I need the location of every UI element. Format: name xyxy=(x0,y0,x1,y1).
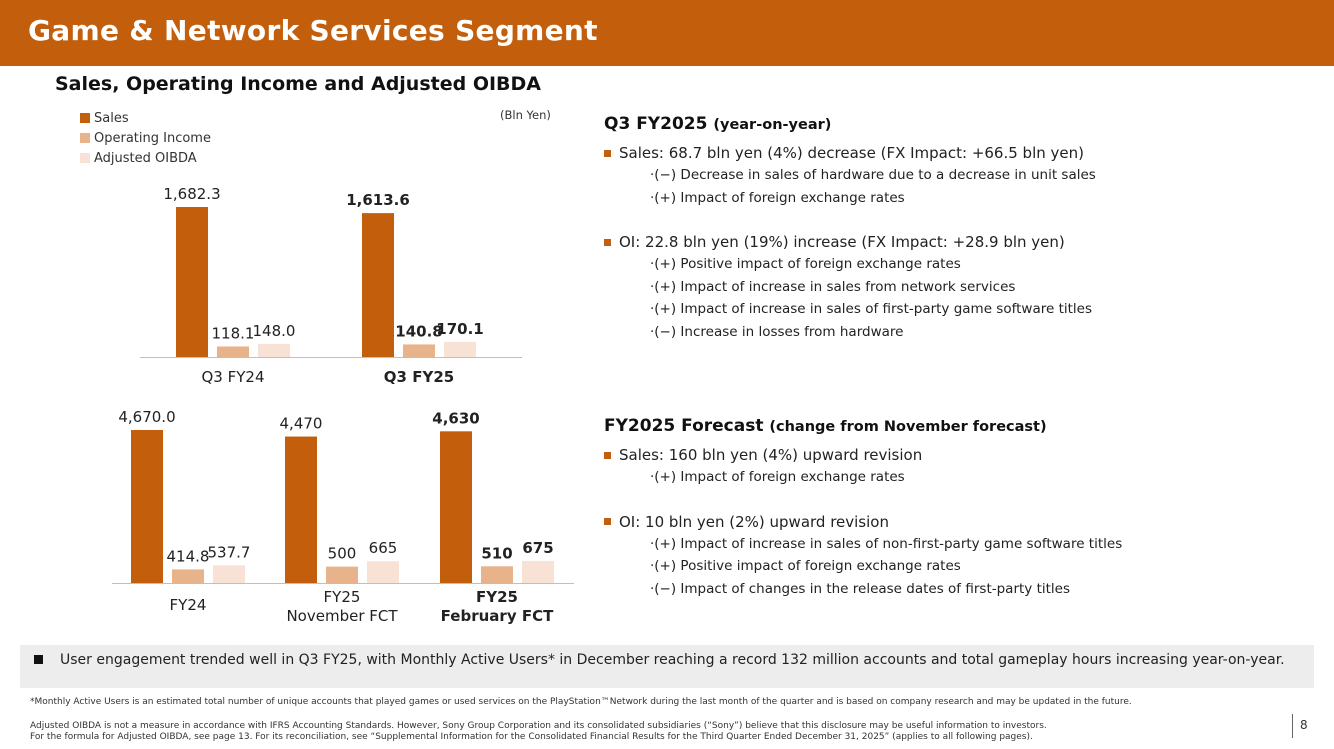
data-label: 4,630 xyxy=(432,409,479,427)
forecast-summary: FY2025 Forecast (change from November fo… xyxy=(604,416,1122,600)
q3-summary: Q3 FY2025 (year-on-year) Sales: 68.7 bln… xyxy=(604,114,1096,343)
category-label: FY25 xyxy=(476,588,518,606)
bullet-square-icon xyxy=(34,655,43,664)
category-label: FY25 xyxy=(324,588,361,606)
q3-heading-text: Q3 FY2025 xyxy=(604,114,708,134)
chart-section-title: Sales, Operating Income and Adjusted OIB… xyxy=(55,73,542,95)
bar-adjusted-oibda xyxy=(444,341,476,357)
legend-item-operating-income: Operating Income xyxy=(80,128,211,148)
forecast-oi-detail: ·(+) Impact of increase in sales of non-… xyxy=(650,535,1123,552)
forecast-heading: FY2025 Forecast (change from November fo… xyxy=(604,416,1122,436)
bar-adjusted-oibda xyxy=(367,561,399,583)
bar-operating-income xyxy=(403,344,435,357)
bar-operating-income xyxy=(481,566,513,583)
category-label: November FCT xyxy=(286,607,398,625)
legend-swatch-sales xyxy=(80,113,90,123)
data-label: 1,613.6 xyxy=(346,191,410,209)
data-label: 140.8 xyxy=(395,322,442,340)
data-label: 500 xyxy=(328,545,357,563)
bar-adjusted-oibda xyxy=(522,560,554,583)
footnote-oibda-1: Adjusted OIBDA is not a measure in accor… xyxy=(30,721,1047,731)
q3-oi-text: OI: 22.8 bln yen (19%) increase (FX Impa… xyxy=(619,233,1065,251)
engagement-text: User engagement trended well in Q3 FY25,… xyxy=(60,652,1285,668)
q3-oi-detail: ·(−) Increase in losses from hardware xyxy=(650,323,904,340)
title-bar: Game & Network Services Segment xyxy=(0,0,1334,66)
bar-adjusted-oibda xyxy=(213,565,245,583)
category-label: Q3 FY25 xyxy=(384,368,454,386)
q3-heading: Q3 FY2025 (year-on-year) xyxy=(604,114,1096,134)
bar-operating-income xyxy=(326,566,358,583)
q3-sales-bullet: Sales: 68.7 bln yen (4%) decrease (FX Im… xyxy=(604,142,1096,164)
data-label: 170.1 xyxy=(436,320,483,338)
forecast-oi-detail: ·(+) Positive impact of foreign exchange… xyxy=(650,558,961,574)
forecast-sales-text: Sales: 160 bln yen (4%) upward revision xyxy=(619,446,923,464)
category-label: February FCT xyxy=(441,607,554,625)
bar-sales xyxy=(176,207,208,357)
bar-sales xyxy=(131,430,163,583)
legend-label-adjusted-oibda: Adjusted OIBDA xyxy=(94,150,197,166)
q3-oi-detail: ·(+) Positive impact of foreign exchange… xyxy=(650,256,961,272)
forecast-heading-sub: (change from November forecast) xyxy=(769,419,1047,435)
q3-heading-sub: (year-on-year) xyxy=(713,117,832,133)
q3-sales-text: Sales: 68.7 bln yen (4%) decrease (FX Im… xyxy=(619,144,1084,162)
bar-operating-income xyxy=(217,346,249,357)
bullet-square-icon xyxy=(604,149,611,157)
forecast-sales-detail: ·(+) Impact of foreign exchange rates xyxy=(650,469,905,485)
page-title: Game & Network Services Segment xyxy=(28,14,598,47)
legend-label-sales: Sales xyxy=(94,110,129,126)
legend-label-operating-income: Operating Income xyxy=(94,130,211,146)
bar-sales xyxy=(285,436,317,583)
q3-oi-detail: ·(+) Impact of increase in sales from ne… xyxy=(650,278,1016,295)
bullet-square-icon xyxy=(604,238,611,246)
data-label: 537.7 xyxy=(208,543,251,561)
category-label: FY24 xyxy=(170,596,207,614)
legend-swatch-adjusted-oibda xyxy=(80,153,90,163)
data-label: 148.0 xyxy=(253,322,296,340)
engagement-note: User engagement trended well in Q3 FY25,… xyxy=(20,645,1314,688)
forecast-oi-detail: ·(−) Impact of changes in the release da… xyxy=(650,580,1070,597)
q3-oi-detail: ·(+) Impact of increase in sales of firs… xyxy=(650,301,1092,317)
bar-adjusted-oibda xyxy=(258,343,290,357)
data-label: 1,682.3 xyxy=(163,185,220,203)
data-label: 510 xyxy=(481,544,512,562)
legend-swatch-operating-income xyxy=(80,133,90,143)
data-label: 665 xyxy=(369,539,398,557)
bar-sales xyxy=(440,431,472,583)
chart-legend: Sales Operating Income Adjusted OIBDA xyxy=(80,108,211,168)
q3-sales-detail: ·(+) Impact of foreign exchange rates xyxy=(650,189,905,206)
forecast-sales-bullet: Sales: 160 bln yen (4%) upward revision xyxy=(604,444,1122,466)
bullet-square-icon xyxy=(604,518,611,525)
forecast-oi-text: OI: 10 bln yen (2%) upward revision xyxy=(619,512,889,531)
footnote-oibda-2: For the formula for Adjusted OIBDA, see … xyxy=(30,732,1033,742)
page-number: 8 xyxy=(1300,718,1308,732)
footnote-mau: *Monthly Active Users is an estimated to… xyxy=(30,697,1132,707)
data-label: 4,470 xyxy=(280,415,323,433)
data-label: 4,670.0 xyxy=(118,408,175,426)
page-separator xyxy=(1292,714,1293,738)
forecast-oi-bullet: OI: 10 bln yen (2%) upward revision xyxy=(604,511,1122,533)
bar-operating-income xyxy=(172,569,204,583)
legend-item-adjusted-oibda: Adjusted OIBDA xyxy=(80,148,211,168)
bullet-square-icon xyxy=(604,451,611,459)
q3-oi-bullet: OI: 22.8 bln yen (19%) increase (FX Impa… xyxy=(604,231,1096,253)
legend-item-sales: Sales xyxy=(80,108,211,128)
data-label: 675 xyxy=(522,539,553,557)
q3-sales-detail: ·(−) Decrease in sales of hardware due t… xyxy=(650,167,1096,183)
category-label: Q3 FY24 xyxy=(202,368,265,386)
unit-label: (Bln Yen) xyxy=(500,108,551,122)
data-label: 118.1 xyxy=(212,324,255,342)
forecast-heading-text: FY2025 Forecast xyxy=(604,416,764,436)
bar-sales xyxy=(362,213,394,357)
data-label: 414.8 xyxy=(167,547,210,565)
